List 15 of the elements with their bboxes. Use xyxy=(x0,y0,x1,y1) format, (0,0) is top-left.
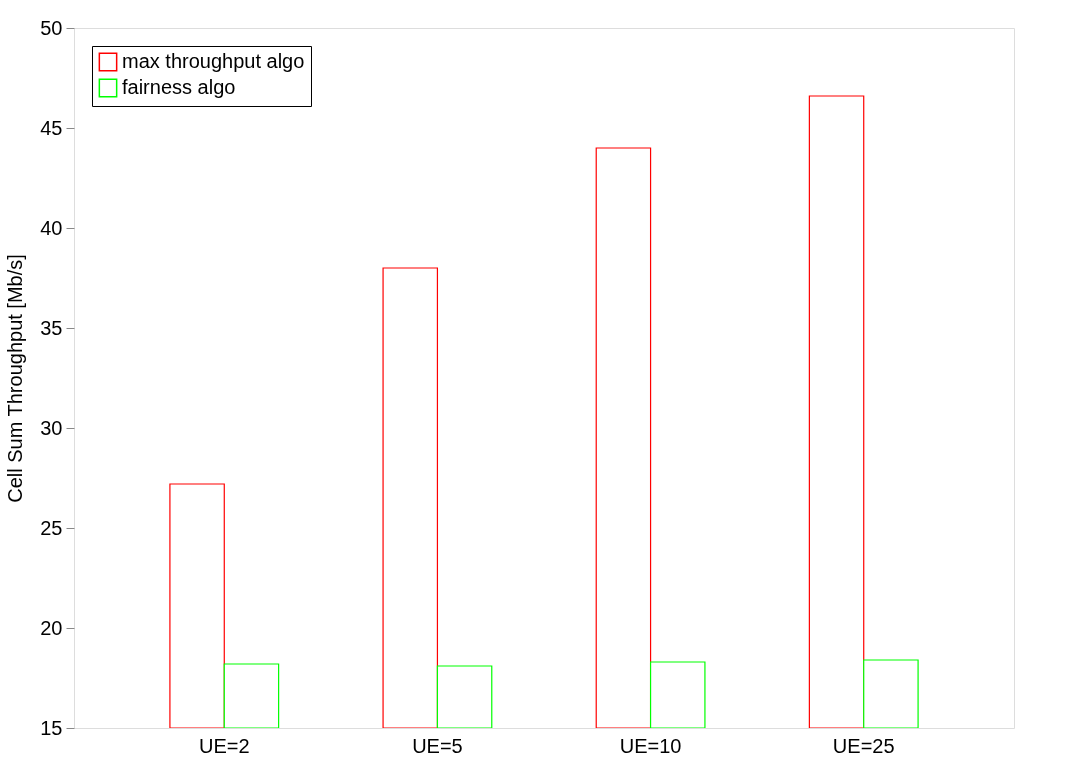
y-tick-label: 25 xyxy=(40,516,63,539)
x-tick-label: UE=25 xyxy=(832,734,895,757)
x-tick-label: UE=10 xyxy=(619,734,682,757)
y-tick-label: 35 xyxy=(40,316,63,339)
y-axis-title: Cell Sum Throughput [Mb/s] xyxy=(4,254,27,503)
legend-label: max throughput algo xyxy=(122,50,305,72)
y-tick-label: 15 xyxy=(40,716,63,739)
y-tick-label: 50 xyxy=(40,16,63,39)
y-tick-label: 40 xyxy=(40,216,63,239)
y-tick-label: 30 xyxy=(40,416,63,439)
x-tick-label: UE=2 xyxy=(198,734,250,757)
legend-label: fairness algo xyxy=(122,76,236,98)
y-tick-label: 45 xyxy=(40,116,63,139)
x-tick-label: UE=5 xyxy=(412,734,463,757)
y-tick-label: 20 xyxy=(40,616,63,639)
